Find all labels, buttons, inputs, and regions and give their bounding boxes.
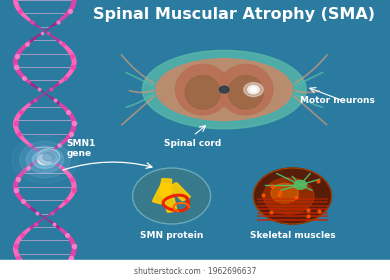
Circle shape (20, 141, 70, 178)
Circle shape (271, 183, 298, 203)
Text: shutterstock.com · 1962696637: shutterstock.com · 1962696637 (134, 267, 256, 276)
FancyBboxPatch shape (152, 183, 171, 204)
Ellipse shape (156, 59, 292, 120)
FancyArrowPatch shape (126, 72, 154, 86)
FancyArrowPatch shape (121, 55, 154, 83)
FancyArrowPatch shape (294, 97, 327, 125)
Circle shape (26, 146, 64, 173)
Text: Spinal Muscular Atrophy (SMA): Spinal Muscular Atrophy (SMA) (93, 7, 375, 22)
Circle shape (263, 178, 314, 214)
FancyArrowPatch shape (129, 90, 153, 92)
Ellipse shape (176, 64, 230, 115)
Ellipse shape (218, 64, 273, 115)
Circle shape (250, 87, 257, 92)
FancyArrowPatch shape (295, 94, 323, 107)
Circle shape (294, 180, 307, 189)
Text: Skeletal muscles: Skeletal muscles (250, 231, 335, 240)
FancyArrowPatch shape (295, 72, 323, 86)
Circle shape (133, 168, 211, 224)
Circle shape (43, 153, 55, 161)
Text: SMN1
gene: SMN1 gene (66, 139, 96, 158)
Circle shape (254, 168, 332, 224)
FancyArrowPatch shape (126, 94, 154, 107)
FancyArrowPatch shape (122, 97, 154, 125)
Circle shape (32, 151, 57, 169)
FancyArrowPatch shape (295, 90, 319, 92)
FancyArrowPatch shape (295, 55, 327, 83)
Circle shape (12, 136, 78, 183)
Ellipse shape (185, 76, 220, 109)
Ellipse shape (228, 76, 263, 109)
FancyBboxPatch shape (160, 179, 172, 197)
Text: Spinal cord: Spinal cord (165, 139, 222, 148)
FancyBboxPatch shape (162, 191, 177, 212)
Circle shape (220, 86, 229, 93)
Circle shape (38, 155, 52, 165)
Circle shape (244, 83, 263, 97)
Ellipse shape (142, 50, 306, 129)
Text: Motor neurons: Motor neurons (300, 96, 374, 105)
Text: SMN protein: SMN protein (140, 231, 203, 240)
Circle shape (248, 85, 259, 94)
Circle shape (38, 149, 60, 165)
FancyBboxPatch shape (169, 183, 190, 201)
